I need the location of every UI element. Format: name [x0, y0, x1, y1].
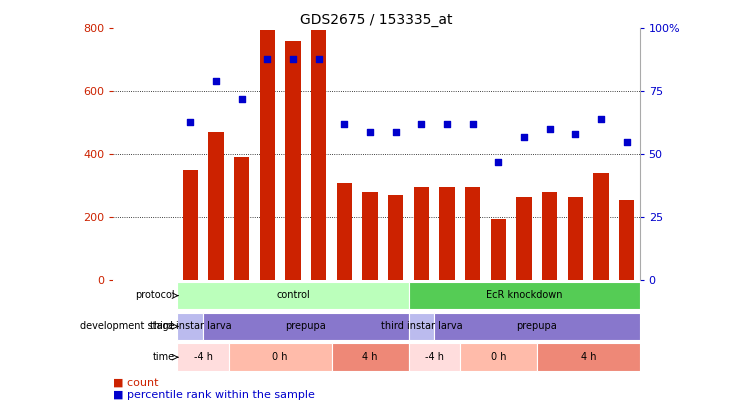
- Bar: [363, 192, 378, 280]
- Text: development stage: development stage: [80, 321, 175, 331]
- Bar: [178, 282, 409, 309]
- Point: [415, 121, 427, 127]
- Bar: [460, 343, 537, 371]
- Bar: [178, 343, 229, 371]
- Point: [364, 128, 376, 135]
- Bar: [568, 197, 583, 280]
- Point: [544, 126, 556, 132]
- Point: [493, 159, 504, 165]
- Text: ■ count: ■ count: [113, 378, 159, 388]
- Title: GDS2675 / 153335_at: GDS2675 / 153335_at: [300, 13, 452, 27]
- Bar: [183, 170, 198, 280]
- Text: third instar larva: third instar larva: [150, 321, 231, 331]
- Text: time: time: [153, 352, 175, 362]
- Text: EcR knockdown: EcR knockdown: [486, 290, 562, 300]
- Bar: [542, 192, 558, 280]
- Bar: [594, 173, 609, 280]
- Bar: [208, 132, 224, 280]
- Point: [262, 55, 273, 62]
- Point: [338, 121, 350, 127]
- Bar: [178, 313, 203, 340]
- Point: [236, 96, 248, 102]
- Bar: [337, 183, 352, 280]
- Text: control: control: [276, 290, 310, 300]
- Point: [569, 131, 581, 137]
- Bar: [619, 200, 635, 280]
- Text: 4 h: 4 h: [363, 352, 378, 362]
- Bar: [414, 188, 429, 280]
- Bar: [285, 41, 300, 280]
- Bar: [491, 219, 506, 280]
- Text: 0 h: 0 h: [491, 352, 506, 362]
- Bar: [260, 30, 275, 280]
- Bar: [537, 343, 640, 371]
- Bar: [229, 343, 332, 371]
- Text: prepupa: prepupa: [286, 321, 326, 331]
- Point: [467, 121, 479, 127]
- Bar: [434, 313, 640, 340]
- Bar: [203, 313, 409, 340]
- Bar: [388, 195, 404, 280]
- Text: 0 h: 0 h: [273, 352, 288, 362]
- Bar: [465, 188, 480, 280]
- Bar: [409, 343, 460, 371]
- Text: ■ percentile rank within the sample: ■ percentile rank within the sample: [113, 390, 315, 400]
- Point: [518, 133, 530, 140]
- Point: [390, 128, 401, 135]
- Text: third instar larva: third instar larva: [381, 321, 462, 331]
- Bar: [409, 282, 640, 309]
- Text: -4 h: -4 h: [194, 352, 213, 362]
- Text: prepupa: prepupa: [517, 321, 557, 331]
- Text: 4 h: 4 h: [580, 352, 596, 362]
- Bar: [516, 197, 531, 280]
- Point: [184, 118, 196, 125]
- Bar: [234, 158, 249, 280]
- Bar: [311, 30, 327, 280]
- Point: [313, 55, 325, 62]
- Point: [621, 139, 632, 145]
- Text: protocol: protocol: [135, 290, 175, 300]
- Point: [210, 78, 221, 85]
- Bar: [409, 313, 434, 340]
- Point: [442, 121, 453, 127]
- Point: [287, 55, 299, 62]
- Bar: [439, 188, 455, 280]
- Point: [595, 116, 607, 122]
- Bar: [332, 343, 409, 371]
- Text: -4 h: -4 h: [425, 352, 444, 362]
